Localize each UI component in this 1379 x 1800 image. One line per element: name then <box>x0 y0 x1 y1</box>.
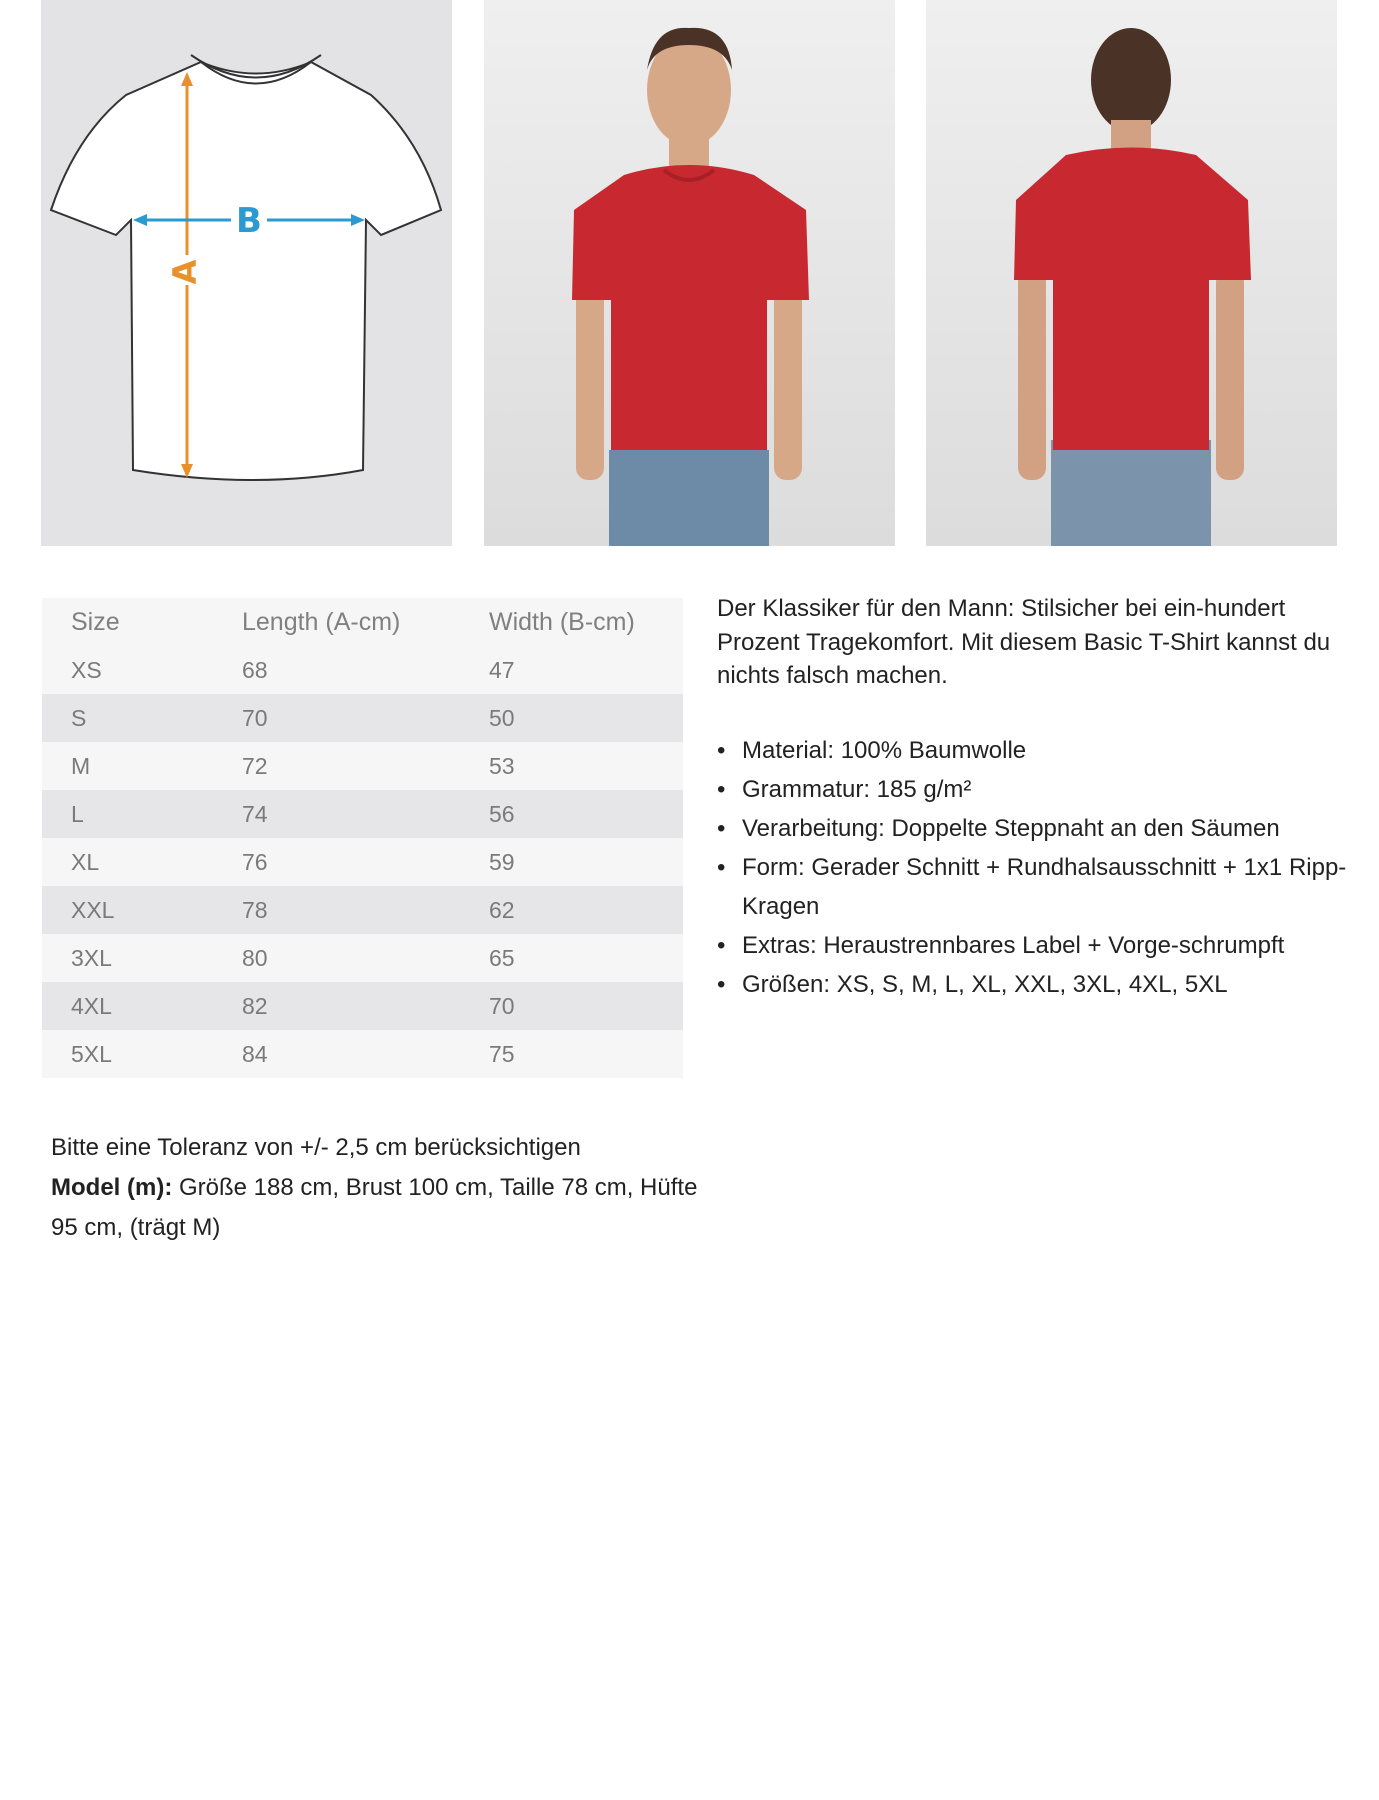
size-notes: Bitte eine Toleranz von +/- 2,5 cm berüc… <box>51 1128 711 1248</box>
feature-list: Material: 100% BaumwolleGrammatur: 185 g… <box>717 731 1347 1004</box>
feature-item: Extras: Heraustrennbares Label + Vorge-s… <box>717 926 1347 965</box>
model-label: Model (m): <box>51 1174 173 1201</box>
width-cell: 56 <box>489 800 515 827</box>
table-row: S 70 50 <box>42 694 683 742</box>
width-cell: 47 <box>489 656 515 683</box>
model-text: Größe 188 cm, Brust 100 cm, Taille 78 cm… <box>51 1174 698 1241</box>
front-model-photo <box>484 0 895 546</box>
width-cell: 53 <box>489 752 515 779</box>
size-diagram: A B <box>41 0 452 546</box>
table-row: 5XL 84 75 <box>42 1030 683 1078</box>
length-cell: 84 <box>242 1040 268 1067</box>
length-cell: 76 <box>242 848 268 875</box>
width-cell: 50 <box>489 704 515 731</box>
model-note: Model (m): Größe 188 cm, Brust 100 cm, T… <box>51 1168 711 1248</box>
table-header-row: Size Length (A-cm) Width (B-cm) <box>42 598 683 646</box>
table-row: XS 68 47 <box>42 646 683 694</box>
size-cell: L <box>71 800 84 827</box>
size-cell: S <box>71 704 87 731</box>
table-row: XXL 78 62 <box>42 886 683 934</box>
length-cell: 82 <box>242 992 268 1019</box>
header-size: Size <box>71 607 120 636</box>
tolerance-note: Bitte eine Toleranz von +/- 2,5 cm berüc… <box>51 1134 581 1161</box>
table-row: M 72 53 <box>42 742 683 790</box>
table-row: 4XL 82 70 <box>42 982 683 1030</box>
table-row: XL 76 59 <box>42 838 683 886</box>
size-cell: XS <box>71 656 102 683</box>
size-cell: M <box>71 752 91 779</box>
header-length: Length (A-cm) <box>242 607 401 636</box>
size-cell: 3XL <box>71 944 112 971</box>
feature-item: Material: 100% Baumwolle <box>717 731 1347 770</box>
feature-item: Größen: XS, S, M, L, XL, XXL, 3XL, 4XL, … <box>717 965 1347 1004</box>
size-cell: XXL <box>71 896 115 923</box>
feature-item: Grammatur: 185 g/m² <box>717 770 1347 809</box>
width-cell: 59 <box>489 848 515 875</box>
back-model-photo <box>926 0 1337 546</box>
length-cell: 70 <box>242 704 268 731</box>
width-cell: 65 <box>489 944 515 971</box>
width-cell: 62 <box>489 896 515 923</box>
length-cell: 68 <box>242 656 268 683</box>
width-cell: 70 <box>489 992 515 1019</box>
length-cell: 80 <box>242 944 268 971</box>
length-cell: 72 <box>242 752 268 779</box>
feature-item: Verarbeitung: Doppelte Steppnaht an den … <box>717 809 1347 848</box>
table-row: L 74 56 <box>42 790 683 838</box>
product-description: Der Klassiker für den Mann: Stilsicher b… <box>717 595 1331 689</box>
size-cell: XL <box>71 848 100 875</box>
feature-item: Form: Gerader Schnitt + Rundhalsausschni… <box>717 848 1347 926</box>
size-cell: 4XL <box>71 992 112 1019</box>
length-cell: 78 <box>242 896 268 923</box>
size-cell: 5XL <box>71 1040 112 1067</box>
label-b: B <box>236 201 262 241</box>
label-a: A <box>166 259 204 284</box>
tshirt-diagram-icon: A B <box>49 54 443 481</box>
table-row: 3XL 80 65 <box>42 934 683 982</box>
width-cell: 75 <box>489 1040 515 1067</box>
header-width: Width (B-cm) <box>489 607 635 636</box>
length-cell: 74 <box>242 800 268 827</box>
size-table: Size Length (A-cm) Width (B-cm) XS 68 47 S 7… <box>42 598 683 1078</box>
